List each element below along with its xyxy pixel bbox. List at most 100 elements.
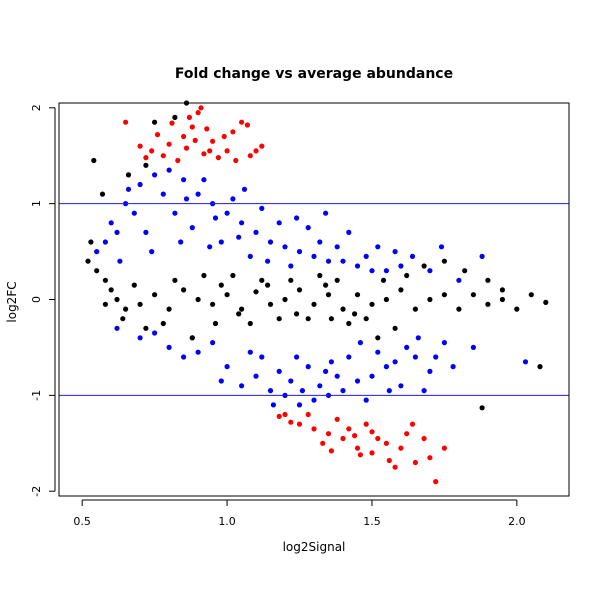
- data-point: [398, 287, 404, 293]
- data-point: [178, 239, 184, 245]
- data-point: [181, 133, 187, 140]
- data-point: [485, 277, 491, 283]
- data-point: [305, 411, 311, 418]
- data-point: [305, 316, 311, 322]
- data-point: [357, 452, 363, 458]
- data-point: [323, 210, 329, 216]
- data-point: [192, 137, 198, 143]
- data-point: [114, 229, 120, 235]
- data-point: [210, 340, 216, 346]
- x-tick-label: 2.0: [508, 515, 526, 528]
- data-point: [296, 421, 303, 427]
- data-point: [441, 340, 447, 346]
- data-point: [253, 373, 259, 379]
- data-point: [131, 210, 137, 216]
- data-point: [154, 132, 161, 138]
- data-point: [265, 258, 271, 264]
- data-point: [421, 263, 427, 269]
- data-point: [317, 383, 323, 389]
- data-point: [166, 167, 172, 173]
- data-point: [244, 122, 250, 128]
- data-point: [204, 126, 210, 132]
- data-point: [166, 344, 172, 350]
- data-point: [294, 354, 300, 360]
- data-point: [470, 292, 476, 298]
- data-point: [427, 296, 433, 303]
- data-point: [412, 306, 418, 312]
- data-point: [218, 378, 224, 384]
- data-point: [363, 253, 369, 259]
- data-point: [189, 225, 195, 231]
- x-tick-label: 0.5: [73, 515, 91, 528]
- data-point: [195, 110, 201, 116]
- data-point: [259, 205, 265, 211]
- data-point: [328, 359, 334, 365]
- data-point: [236, 234, 242, 240]
- data-point: [543, 299, 549, 305]
- data-point: [311, 301, 317, 307]
- data-point: [88, 239, 94, 245]
- data-point: [102, 239, 108, 245]
- data-point: [398, 263, 404, 269]
- data-point: [311, 426, 317, 432]
- data-point: [233, 157, 239, 164]
- data-point: [369, 450, 375, 456]
- data-point: [195, 191, 201, 197]
- data-point: [288, 277, 294, 283]
- data-point: [94, 249, 100, 255]
- data-point: [143, 229, 149, 235]
- data-point: [412, 354, 418, 360]
- data-point: [409, 253, 416, 259]
- data-point: [160, 320, 166, 327]
- data-point: [346, 229, 352, 235]
- data-point: [320, 440, 326, 446]
- data-point: [317, 272, 323, 279]
- data-point: [363, 397, 369, 403]
- data-point: [137, 335, 143, 341]
- data-point: [462, 268, 468, 274]
- data-point: [479, 253, 485, 259]
- data-point: [241, 186, 248, 192]
- plot-frame: [58, 102, 570, 497]
- data-point: [340, 258, 346, 264]
- y-axis-label: log2FC: [5, 281, 19, 322]
- data-point: [137, 301, 143, 307]
- data-point: [267, 239, 274, 245]
- data-point: [288, 419, 294, 425]
- data-point: [247, 349, 253, 355]
- data-point: [276, 368, 282, 374]
- data-point: [230, 196, 236, 202]
- data-point: [369, 301, 375, 307]
- point-series-1: [94, 167, 529, 408]
- data-point: [398, 445, 404, 451]
- x-axis: 0.5 1.0 1.5 2.0: [73, 499, 526, 528]
- data-point: [137, 181, 143, 188]
- chart-title: Fold change vs average abundance: [175, 66, 453, 82]
- data-point: [380, 277, 387, 283]
- data-point: [265, 282, 271, 288]
- data-point: [201, 272, 207, 279]
- data-point: [172, 114, 178, 120]
- data-point: [311, 253, 317, 259]
- data-point: [499, 287, 505, 293]
- data-point: [296, 249, 303, 255]
- data-point: [224, 210, 230, 216]
- data-point: [328, 448, 334, 454]
- data-point: [375, 349, 381, 355]
- data-point: [354, 292, 361, 298]
- data-point: [123, 306, 129, 312]
- data-point: [404, 431, 410, 437]
- data-point: [427, 368, 433, 374]
- data-point: [166, 141, 172, 147]
- data-point: [114, 325, 120, 331]
- data-point: [441, 292, 447, 298]
- data-point: [183, 196, 190, 202]
- data-point: [221, 133, 227, 140]
- data-point: [282, 296, 288, 303]
- data-point: [375, 335, 381, 341]
- data-point: [409, 421, 416, 427]
- data-point: [392, 464, 398, 470]
- data-point: [421, 435, 427, 442]
- data-point: [346, 320, 352, 327]
- data-point: [323, 282, 329, 288]
